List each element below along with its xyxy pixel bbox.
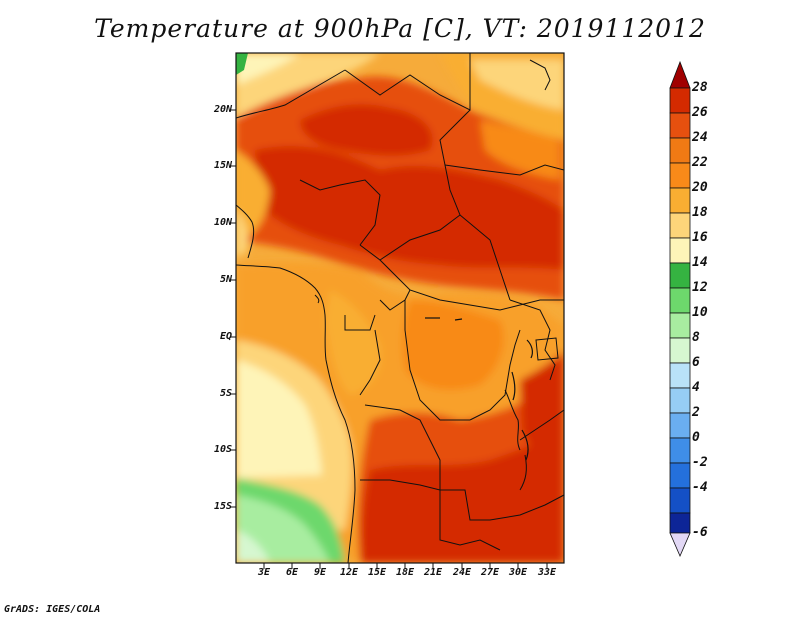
- colorbar-label: 20: [692, 180, 708, 195]
- longitude-ticks: [263, 563, 548, 569]
- latitude-ticks: [230, 109, 236, 508]
- colorbar-bottom-arrow: [669, 532, 691, 558]
- lat-label-10n: 10N: [213, 217, 232, 228]
- colorbar-label: 22: [692, 155, 708, 170]
- colorbar-swatch: [669, 112, 691, 139]
- colorbar-label: 18: [692, 205, 708, 220]
- lakes: [425, 317, 533, 461]
- lon-label-15e: 15E: [367, 567, 387, 578]
- colorbar-label: -4: [692, 480, 708, 495]
- lon-label-3e: 3E: [257, 567, 271, 578]
- lat-label-eq: EQ: [219, 331, 232, 342]
- map-title: Temperature at 900hPa [C], VT: 201911201…: [94, 14, 706, 43]
- colorbar-swatch: [669, 337, 691, 364]
- colorbar-label: 8: [692, 330, 700, 345]
- lon-label-9e: 9E: [313, 567, 327, 578]
- colorbar-label: -6: [692, 525, 708, 540]
- colorbar-swatch: [669, 437, 691, 464]
- colorbar-swatch: [669, 237, 691, 264]
- colorbar-swatch: [669, 87, 691, 114]
- lat-label-5n: 5N: [219, 274, 232, 285]
- colorbar-swatch: [669, 262, 691, 289]
- colorbar-swatch: [669, 162, 691, 189]
- colorbar-label: 16: [692, 230, 708, 245]
- lon-label-27e: 27E: [480, 567, 500, 578]
- lon-label-18e: 18E: [395, 567, 415, 578]
- colorbar-swatch: [669, 487, 691, 514]
- colorbar-label: 14: [692, 255, 708, 270]
- colorbar-top-arrow: [669, 60, 691, 89]
- colorbar-swatch: [669, 187, 691, 214]
- lon-label-21e: 21E: [423, 567, 443, 578]
- colorbar-swatch: [669, 287, 691, 314]
- colorbar-label: 12: [692, 280, 708, 295]
- colorbar-label: 26: [692, 105, 708, 120]
- lon-label-30e: 30E: [508, 567, 528, 578]
- colorbar-swatch: [669, 137, 691, 164]
- colorbar-label: 6: [692, 355, 700, 370]
- map-frame: [235, 52, 565, 564]
- lon-label-12e: 12E: [339, 567, 359, 578]
- colorbar-swatch: [669, 512, 691, 534]
- lon-label-33e: 33E: [537, 567, 557, 578]
- lon-label-24e: 24E: [452, 567, 472, 578]
- lat-label-10s: 10S: [213, 444, 232, 455]
- colorbar-label: 10: [692, 305, 708, 320]
- colorbar-swatch: [669, 387, 691, 414]
- colorbar-swatch: [669, 212, 691, 239]
- colorbar-label: 24: [692, 130, 708, 145]
- lat-label-5s: 5S: [219, 388, 232, 399]
- colorbar-label: 28: [692, 80, 708, 95]
- lat-label-15s: 15S: [213, 501, 232, 512]
- colorbar-swatch: [669, 462, 691, 489]
- colorbar-label: -2: [692, 455, 708, 470]
- colorbar-label: 2: [692, 405, 700, 420]
- colorbar-swatch: [669, 362, 691, 389]
- colorbar-swatch: [669, 412, 691, 439]
- colorbar-swatch: [669, 312, 691, 339]
- colorbar-label: 4: [692, 380, 700, 395]
- grads-credit: GrADS: IGES/COLA: [4, 604, 101, 615]
- temperature-field: [236, 53, 564, 563]
- colorbar: [669, 60, 691, 558]
- lat-label-15n: 15N: [213, 160, 232, 171]
- colorbar-label: 0: [692, 430, 700, 445]
- lon-label-6e: 6E: [285, 567, 299, 578]
- coastlines-and-borders: [236, 53, 564, 563]
- lat-label-20n: 20N: [213, 104, 232, 115]
